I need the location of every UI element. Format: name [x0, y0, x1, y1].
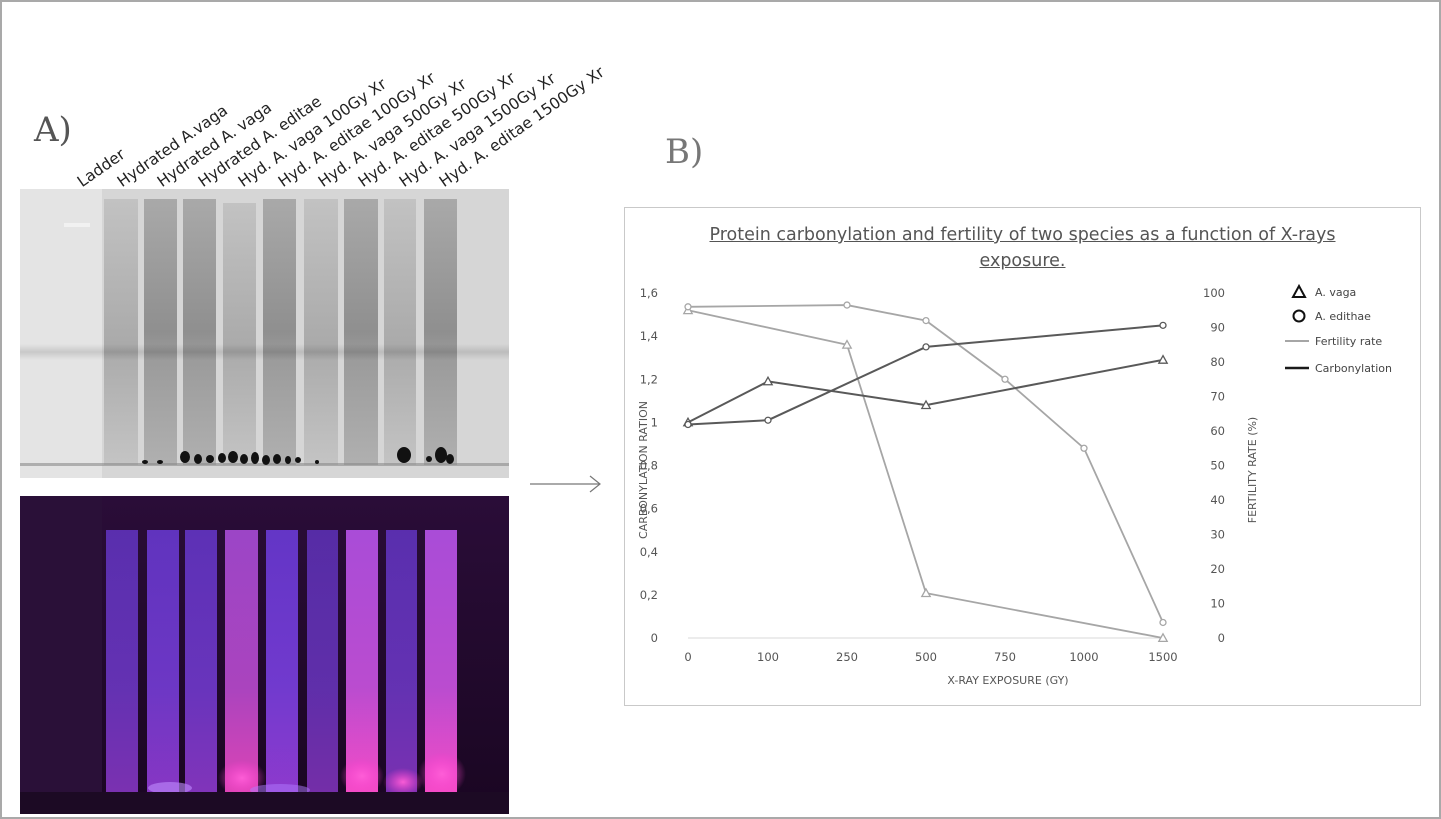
- triangle-icon: [1291, 283, 1307, 298]
- x-tick-label: 750: [994, 650, 1016, 664]
- right-axis-ticks: 0 10 20 30 40 50 60 70 80 90 100: [1203, 286, 1225, 645]
- circle-marker: [1159, 321, 1167, 329]
- y2-tick-label: 100: [1203, 286, 1225, 300]
- line-chart: 0 0,2 0,4 0,6 0,8 1 1,2 1,4 1,6 0 10 20 30 40 50 60 70 8…: [637, 283, 1392, 687]
- circle-marker: [1159, 618, 1167, 627]
- x-tick-label: 250: [836, 650, 858, 664]
- y2-tick-label: 70: [1210, 390, 1225, 404]
- y-tick-label: 0,6: [640, 502, 658, 516]
- circle-marker: [684, 420, 692, 429]
- y2-tick-label: 40: [1210, 493, 1225, 507]
- x-tick-label: 0: [684, 650, 691, 664]
- triangle-marker: [1157, 354, 1169, 364]
- y-tick-label: 0,2: [640, 588, 658, 602]
- x-tick-label: 1000: [1069, 650, 1098, 664]
- legend-label: Carbonylation: [1315, 362, 1392, 375]
- chart-title: Protein carbonylation and fertility of t…: [709, 225, 1336, 271]
- y-tick-label: 0: [651, 631, 658, 645]
- circle-marker: [843, 301, 851, 309]
- carbonylation-line-a--vaga: [687, 358, 1164, 424]
- left-axis-ticks: 0 0,2 0,4 0,6 0,8 1 1,2 1,4 1,6: [640, 286, 658, 645]
- x-tick-label: 500: [915, 650, 937, 664]
- circle-marker: [764, 416, 772, 424]
- circle-marker: [922, 316, 930, 325]
- carbonylation-line-a--edithae: [687, 324, 1164, 426]
- fertility-line-a--edithae: [687, 304, 1164, 623]
- legend-label: Fertility rate: [1315, 335, 1382, 348]
- triangle-marker: [1157, 632, 1169, 643]
- chart-legend: A. vaga A. edithae Fertility rate Carbonyla…: [1285, 283, 1392, 375]
- y2-tick-label: 90: [1210, 321, 1225, 335]
- x-tick-label: 1500: [1148, 650, 1177, 664]
- panel-label-b: B): [665, 132, 704, 172]
- y2-tick-label: 20: [1210, 562, 1225, 576]
- circle-marker: [1080, 444, 1088, 452]
- y-axis-title: CARBONYLATION RATION: [637, 401, 650, 539]
- y-tick-label: 0,8: [640, 459, 658, 473]
- x-axis-title: X-RAY EXPOSURE (GY): [947, 674, 1068, 687]
- fertility-line-a--vaga: [687, 309, 1164, 639]
- y2-tick-label: 60: [1210, 424, 1225, 438]
- grayscale-gel-image: [20, 189, 509, 478]
- arrow-icon: [530, 475, 601, 493]
- y2-tick-label: 80: [1210, 355, 1225, 369]
- y2-tick-label: 50: [1210, 459, 1225, 473]
- y-tick-label: 1,4: [640, 329, 658, 343]
- y2-tick-label: 0: [1218, 631, 1225, 645]
- y2-tick-label: 10: [1210, 597, 1225, 611]
- legend-label: A. vaga: [1315, 286, 1356, 299]
- chart-container: Protein carbonylation and fertility of t…: [624, 207, 1421, 706]
- fluorescence-gel-image: [20, 496, 509, 814]
- x-tick-label: 100: [757, 650, 779, 664]
- x-axis-ticks: 0 100 250 500 750 1000 1500: [684, 650, 1177, 664]
- data-series: [682, 301, 1169, 643]
- circle-icon: [1292, 309, 1306, 323]
- triangle-marker: [762, 375, 774, 386]
- circle-marker: [1001, 375, 1009, 383]
- legend-label: A. edithae: [1315, 310, 1371, 323]
- triangle-marker: [920, 399, 932, 410]
- y2-axis-title: FERTILITY RATE (%): [1246, 417, 1259, 523]
- y-tick-label: 1,6: [640, 286, 658, 300]
- y-tick-label: 1,2: [640, 372, 658, 386]
- triangle-marker: [920, 587, 932, 598]
- y-tick-label: 1: [651, 415, 658, 429]
- triangle-marker: [841, 339, 853, 349]
- y2-tick-label: 30: [1210, 528, 1225, 542]
- y-tick-label: 0,4: [640, 545, 658, 559]
- circle-marker: [684, 303, 692, 311]
- circle-marker: [922, 343, 930, 351]
- panel-label-a: A): [34, 110, 72, 150]
